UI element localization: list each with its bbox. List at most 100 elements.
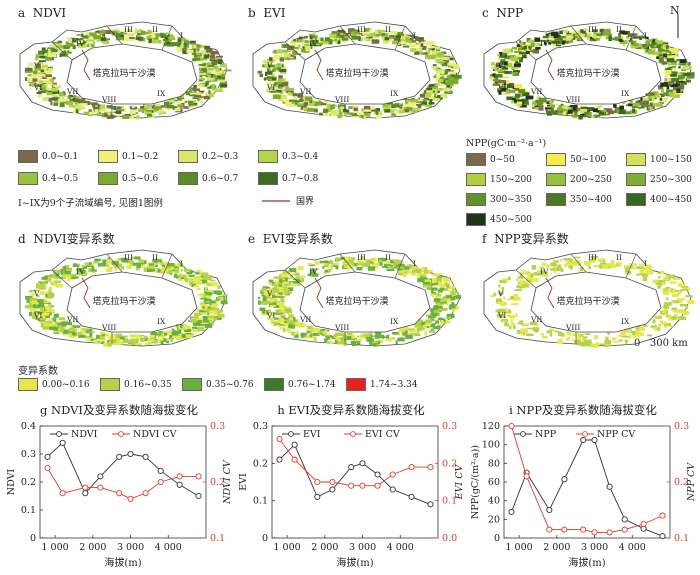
- legend-marker: [288, 431, 294, 437]
- cv-legend-item: 1.74~3.34: [346, 378, 418, 391]
- series-line: [279, 443, 431, 505]
- data-point: [314, 493, 321, 500]
- map-d-title: d NDVI变异系数: [18, 230, 115, 247]
- subbasin-label: IV: [540, 267, 549, 276]
- y-tick-label: 0.2: [21, 477, 36, 488]
- subbasin-label: VIII: [334, 95, 349, 104]
- map-c-name: NPP: [496, 6, 524, 20]
- y-tick-label: 0: [30, 533, 36, 544]
- ndvi-legend-label: 0.3~0.4: [282, 151, 319, 162]
- y-tick-label: 40: [488, 496, 500, 507]
- npp-legend-swatch: [626, 173, 646, 186]
- cv-legend-item: 0.16~0.35: [100, 378, 172, 391]
- npp-legend-item: 100~150: [626, 153, 692, 166]
- ndvi-legend-item: 0.0~0.1: [18, 150, 78, 163]
- data-point: [546, 526, 553, 533]
- y-tick-label: 0.1: [21, 505, 36, 516]
- subbasin-label: III: [357, 253, 366, 262]
- subbasin-label: I: [413, 31, 416, 40]
- legend-marker: [350, 431, 356, 437]
- data-point: [44, 464, 51, 472]
- npp-legend-item: 450~500: [466, 213, 532, 226]
- x-tick-label: 4 000: [387, 542, 414, 553]
- data-point: [82, 484, 89, 491]
- map-c-letter: c: [482, 6, 489, 20]
- data-point: [116, 453, 123, 460]
- x-tick-label: 2 000: [311, 542, 338, 553]
- npp-legend-label: 300~350: [490, 194, 532, 205]
- subbasin-label: III: [588, 25, 597, 34]
- data-point: [195, 473, 202, 480]
- chart-title: h EVI及变异系数随海拔变化: [277, 403, 425, 417]
- vegetation-pixels: [25, 256, 228, 347]
- ndvi-legend-item: 0.4~0.5: [18, 172, 78, 185]
- npp-legend-label: 150~200: [490, 174, 532, 185]
- npp-legend-label: 350~400: [570, 194, 612, 205]
- npp-legend-item: 150~200: [466, 173, 532, 186]
- subbasin-label: IV: [76, 39, 85, 48]
- y2-tick-label: 0.1: [674, 533, 689, 544]
- data-point: [116, 490, 123, 497]
- subbasin-label: IX: [621, 89, 630, 98]
- x-tick-label: 3 000: [349, 542, 376, 553]
- x-axis-label: 海拔(m): [104, 556, 141, 569]
- npp-legend-label: 400~450: [650, 194, 692, 205]
- y-tick-label: 120: [482, 421, 500, 432]
- vegetation-pixels: [488, 28, 695, 120]
- y-tick-label: 100: [482, 440, 500, 451]
- data-point: [97, 473, 104, 480]
- subbasin-label: I: [413, 259, 416, 268]
- x-tick-label: 1 000: [273, 542, 300, 553]
- y2-axis-label: EVI CV: [454, 464, 465, 501]
- ndvi-legend-item: 0.1~0.2: [98, 150, 158, 163]
- desert-label: 塔克拉玛干沙漠: [556, 295, 619, 307]
- ndvi-legend-swatch: [258, 172, 278, 185]
- y2-axis-label: NDVI CV: [222, 459, 233, 505]
- data-point: [580, 526, 587, 533]
- data-point: [427, 501, 434, 508]
- subbasin-label: VIII: [101, 95, 116, 104]
- y2-tick-label: 0.3: [674, 421, 689, 432]
- subbasin-label: VI: [497, 83, 506, 92]
- map-d-name: NDVI变异系数: [33, 232, 115, 246]
- data-point: [59, 439, 66, 446]
- legend-marker: [520, 431, 526, 437]
- ndvi-legend-label: 0.0~0.1: [42, 151, 79, 162]
- cv-legend-item: 0.35~0.76: [182, 378, 254, 391]
- ndvi-legend-swatch: [178, 150, 198, 163]
- subbasin-label: VII: [66, 87, 78, 96]
- subbasin-label: V: [497, 289, 504, 298]
- npp-legend-item: 200~250: [546, 173, 612, 186]
- map-a-name: NDVI: [32, 6, 67, 20]
- npp-legend-swatch: [466, 193, 486, 206]
- vegetation-pixels: [257, 256, 462, 346]
- npp-legend-swatch: [466, 213, 486, 226]
- x-tick-label: 2 000: [543, 542, 570, 553]
- ndvi-legend-item: 0.3~0.4: [258, 150, 318, 163]
- plot-frame: [271, 425, 439, 539]
- map-f-name: NPP变异系数: [494, 232, 569, 246]
- data-point: [329, 478, 336, 486]
- chart-npp-elevation: i NPP及变异系数随海拔变化 0 20 40 60 80 100 120 0.1 0.2 0.3 1…: [470, 403, 697, 569]
- y-tick-label: 0.3: [21, 449, 36, 460]
- legend-label: EVI: [303, 429, 321, 440]
- map-a-letter: a: [18, 6, 26, 20]
- cv-legend-title: 变异系数: [18, 366, 58, 377]
- vegetation-pixels: [490, 256, 695, 348]
- x-tick-label: 3 000: [117, 542, 144, 553]
- map-d-letter: d: [18, 232, 26, 246]
- map-f-title: f NPP变异系数: [482, 230, 569, 247]
- npp-legend-swatch: [626, 193, 646, 206]
- npp-legend-label: 250~300: [650, 174, 692, 185]
- subbasin-label: VII: [66, 315, 78, 324]
- x-tick-label: 1 000: [41, 542, 68, 553]
- data-point: [97, 484, 104, 491]
- subbasin-label: IV: [76, 267, 85, 276]
- subbasin-label: III: [357, 25, 366, 34]
- data-point: [291, 441, 298, 448]
